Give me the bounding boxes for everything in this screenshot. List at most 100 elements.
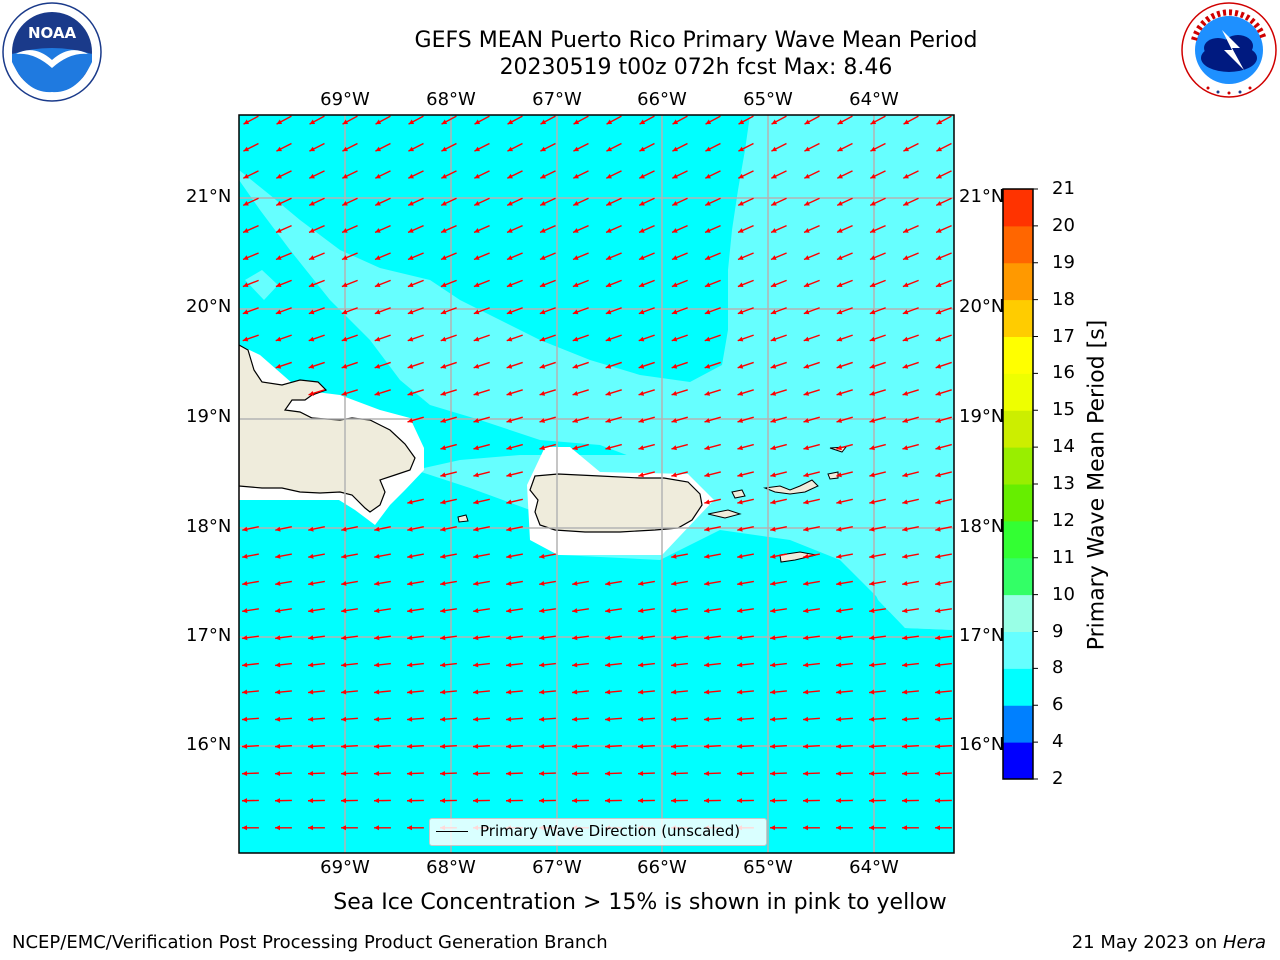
wave-arrow-head — [473, 336, 480, 342]
wave-arrow-head — [539, 608, 545, 614]
wave-arrow-head — [374, 336, 381, 342]
wave-arrow-head — [539, 689, 545, 695]
wave-arrow-head — [275, 336, 282, 342]
puerto-rico-land — [529, 473, 703, 533]
wave-arrow-head — [704, 798, 710, 804]
wave-arrow-head — [440, 390, 447, 396]
wave-arrow-head — [639, 173, 645, 179]
lon-label-bottom: 68°W — [426, 857, 476, 878]
colorbar-tick-label: 9 — [1052, 620, 1064, 642]
wave-arrow-head — [473, 771, 479, 776]
wave-arrow-head — [440, 282, 447, 288]
wave-arrow-head — [506, 689, 512, 695]
wave-arrow-head — [407, 255, 414, 260]
wave-arrow-head — [309, 228, 315, 233]
wave-arrow-head — [803, 472, 809, 478]
wave-arrow-head — [275, 553, 281, 559]
wave-arrow-head — [935, 472, 941, 478]
wave-arrow-head — [803, 771, 809, 776]
wave-arrow-head — [803, 635, 809, 641]
wave-arrow-head — [671, 553, 677, 559]
wave-arrow-head — [506, 418, 513, 423]
wave-arrow-head — [407, 282, 414, 288]
wave-arrow-head — [737, 336, 744, 342]
wave-arrow-head — [606, 146, 612, 152]
wave-arrow-head — [341, 716, 347, 722]
svg-text:NOAA: NOAA — [28, 24, 77, 42]
wave-arrow-head — [671, 336, 678, 342]
wave-arrow-head — [902, 445, 908, 451]
wave-arrow-head — [902, 689, 908, 695]
wave-arrow-head — [408, 228, 414, 233]
wave-arrow-head — [902, 743, 908, 749]
wave-arrow-head — [473, 743, 479, 749]
wave-arrow-head — [539, 390, 546, 396]
wave-arrow-head — [869, 553, 875, 559]
wave-arrow-head — [803, 580, 809, 586]
wave-arrow-head — [440, 689, 446, 695]
wave-arrow-head — [341, 608, 347, 614]
wave-arrow-head — [341, 798, 347, 804]
wave-arrow-head — [605, 743, 611, 749]
wave-arrow-head — [374, 580, 380, 586]
wave-arrow-head — [770, 499, 776, 505]
wave-arrow-head — [506, 472, 512, 478]
wave-arrow-head — [539, 255, 546, 260]
wave-arrow-head — [935, 363, 942, 369]
wave-arrow-head — [836, 743, 842, 749]
wave-arrow-head — [737, 363, 744, 369]
wave-arrow-head — [473, 445, 479, 451]
lon-label-top: 64°W — [849, 89, 899, 110]
wave-arrow-head — [672, 200, 678, 206]
graticule — [239, 115, 954, 853]
wave-arrow-head — [572, 689, 578, 695]
wave-arrow-head — [671, 445, 677, 451]
wave-arrow-head — [836, 445, 842, 451]
wave-arrow-head — [374, 798, 380, 804]
wave-arrow-head — [539, 282, 546, 288]
wave-arrow-head — [440, 716, 446, 722]
wave-arrow-head — [506, 445, 512, 451]
wave-arrow-head — [803, 445, 809, 451]
wave-arrow-head — [540, 228, 546, 233]
wave-arrow-head — [407, 580, 413, 586]
wave-arrow-head — [341, 553, 347, 559]
wave-arrow-head — [902, 472, 908, 478]
wave-arrow-head — [474, 146, 480, 152]
wave-arrow-head — [737, 282, 744, 288]
wave-arrow-head — [638, 689, 644, 695]
wave-arrow-head — [242, 771, 248, 776]
wave-arrow-head — [935, 716, 941, 722]
wave-arrow-head — [936, 228, 942, 233]
colorbar-segment — [1003, 742, 1033, 780]
wave-arrow-head — [605, 255, 612, 260]
wave-arrow-head — [903, 119, 910, 125]
wave-arrow-head — [506, 309, 513, 315]
colorbar-segment — [1003, 705, 1033, 743]
wave-arrow-head — [473, 716, 479, 722]
wave-arrow-head — [638, 580, 644, 586]
wave-arrow-head — [935, 743, 941, 749]
wave-arrow-head — [374, 825, 379, 831]
wave-arrow-head — [507, 228, 513, 233]
wave-arrow-head — [275, 255, 282, 260]
wave-arrow-head — [605, 771, 611, 776]
wave-arrow-head — [737, 553, 743, 559]
wave-arrow-head — [869, 336, 876, 342]
wave-arrow-head — [242, 689, 248, 695]
colorbar-segment — [1003, 594, 1033, 632]
wave-arrow-head — [638, 390, 645, 396]
wave-arrow-head — [540, 119, 547, 125]
wave-arrow-head — [869, 499, 875, 505]
wave-arrow-head — [705, 119, 712, 125]
wave-arrow-head — [308, 825, 313, 831]
wave-arrow-head — [738, 200, 744, 206]
wave-arrow-head — [440, 771, 446, 776]
wave-arrow-head — [572, 418, 579, 423]
wave-arrow-head — [572, 255, 579, 260]
wave-arrow-head — [869, 771, 875, 776]
lat-label-left: 19°N — [186, 406, 232, 427]
wave-arrow-head — [935, 580, 941, 586]
wave-arrow-head — [803, 743, 809, 749]
wave-arrow-head — [672, 146, 678, 152]
